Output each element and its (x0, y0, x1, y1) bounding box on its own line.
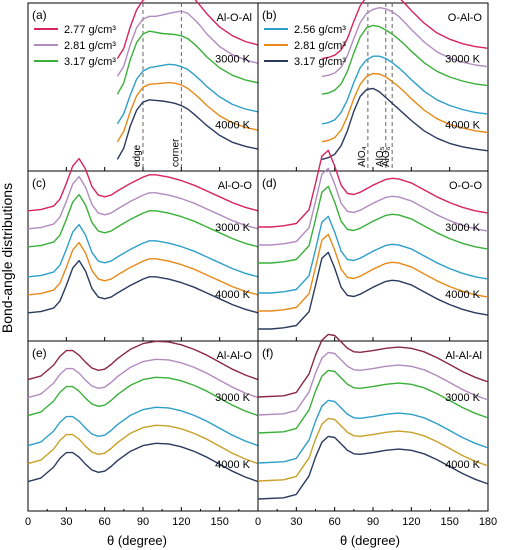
annotation-label: AlO₅ (375, 146, 386, 167)
series-line (257, 435, 489, 500)
series-line (257, 333, 489, 398)
panel-0: (a) Al-O-Al 3000 K 4000 K 2.77 g/cm³ 2.81 g/c… (27, 0, 259, 172)
temperature-label: 3000 K (445, 392, 481, 404)
series-line (116, 0, 259, 59)
x-tick-label: 90 (367, 516, 379, 528)
series-line (257, 417, 489, 482)
series-line (321, 87, 489, 161)
annotation-label: edge (132, 144, 143, 167)
series-line (27, 259, 259, 314)
panel-frame (27, 170, 259, 342)
temperature-label: 4000 K (215, 289, 251, 301)
panel-frame (257, 170, 489, 342)
legend-entry: 2.81 g/cm³ (294, 40, 346, 52)
x-tick-label: 0 (25, 516, 31, 528)
series-line (116, 63, 259, 125)
x-axis-label-right: θ (degree) (340, 533, 400, 548)
annotation-label: AlO₄ (357, 146, 368, 167)
series-line (321, 24, 489, 95)
x-tick-label: 30 (290, 516, 302, 528)
series-line (116, 81, 259, 143)
panel-4: (e) Al-Al-O 3000 K 4000 K 0 30 60 90 120 150 (25, 340, 259, 528)
series-line (27, 157, 259, 212)
temperature-label: 4000 K (215, 120, 251, 132)
panel-frame (257, 2, 489, 172)
panel-label: (b) (262, 8, 277, 22)
annotation-label: AlO₆ (381, 146, 392, 167)
legend-entry: 3.17 g/cm³ (294, 56, 346, 68)
series-line (321, 72, 489, 143)
series-line (257, 399, 489, 464)
legend-entry: 3.17 g/cm³ (64, 56, 116, 68)
series-line (258, 167, 489, 246)
x-tick-label: 120 (402, 516, 420, 528)
series-line (27, 424, 259, 465)
panel-title: Al-O-O (218, 180, 253, 192)
x-tick-label: 120 (172, 516, 190, 528)
series-line (27, 241, 259, 296)
series-line (321, 55, 489, 125)
y-axis-label: Bond-angle distributions (0, 183, 15, 333)
series-line (257, 369, 489, 434)
series-line (27, 358, 259, 399)
series-line (27, 223, 259, 278)
series-line (116, 99, 259, 160)
x-axis-label-left: θ (degree) (107, 533, 167, 548)
x-tick-label: 60 (329, 516, 341, 528)
series-line (27, 442, 259, 483)
series-line (27, 376, 259, 417)
panel-1: (b) O-Al-O 3000 K 4000 K 2.56 g/cm³ 2.81 g/cm… (257, 0, 489, 172)
series-line (258, 185, 489, 264)
series-line (258, 149, 489, 228)
temperature-label: 4000 K (445, 120, 481, 132)
temperature-label: 3000 K (215, 222, 251, 234)
panel-label: (f) (262, 346, 273, 360)
annotation-label: corner (170, 138, 181, 167)
series-line (27, 175, 259, 230)
x-tick-label: 0 (255, 516, 261, 528)
panel-title: Al-O-Al (217, 12, 252, 24)
panel-label: (c) (32, 176, 46, 190)
panel-frame (27, 340, 259, 512)
legend-entry: 2.56 g/cm³ (294, 24, 346, 36)
temperature-label: 3000 K (215, 392, 251, 404)
panel-label: (e) (32, 346, 47, 360)
temperature-label: 3000 K (215, 53, 251, 65)
panel-title: O-O-O (449, 180, 482, 192)
x-tick-label: 150 (440, 516, 458, 528)
panel-title: Al-Al-O (217, 350, 253, 362)
series-line (258, 215, 489, 294)
x-tick-label: 180 (479, 516, 497, 528)
panel-3: (d) O-O-O 3000 K 4000 K (257, 149, 489, 342)
legend-entry: 2.81 g/cm³ (64, 40, 116, 52)
x-tick-label: 150 (210, 516, 228, 528)
series-line (116, 10, 259, 77)
series-line (257, 351, 489, 416)
series-line (258, 233, 489, 312)
panel-title: Al-Al-Al (445, 350, 482, 362)
temperature-label: 4000 K (445, 459, 481, 471)
panel-title: O-Al-O (448, 12, 483, 24)
legend-entry: 2.77 g/cm³ (64, 24, 116, 36)
series-line (27, 340, 259, 381)
x-tick-label: 30 (60, 516, 72, 528)
panel-label: (a) (32, 8, 47, 22)
series-line (116, 30, 259, 95)
temperature-label: 4000 K (215, 459, 251, 471)
temperature-label: 4000 K (445, 289, 481, 301)
panel-label: (d) (262, 176, 277, 190)
x-tick-label: 90 (137, 516, 149, 528)
series-line (258, 251, 489, 330)
x-tick-label: 60 (99, 516, 111, 528)
series-line (321, 0, 489, 60)
series-line (27, 193, 259, 248)
series-line (321, 6, 489, 78)
panel-2: (c) Al-O-O 3000 K 4000 K (27, 157, 259, 342)
temperature-label: 3000 K (445, 53, 481, 65)
series-line (27, 406, 259, 447)
panel-5: (f) Al-Al-Al 3000 K 4000 K 0 30 60 90 120 150 180 (255, 333, 497, 528)
temperature-label: 3000 K (445, 222, 481, 234)
panels-group: (a) Al-O-Al 3000 K 4000 K 2.77 g/cm³ 2.81 g/c… (25, 0, 497, 528)
